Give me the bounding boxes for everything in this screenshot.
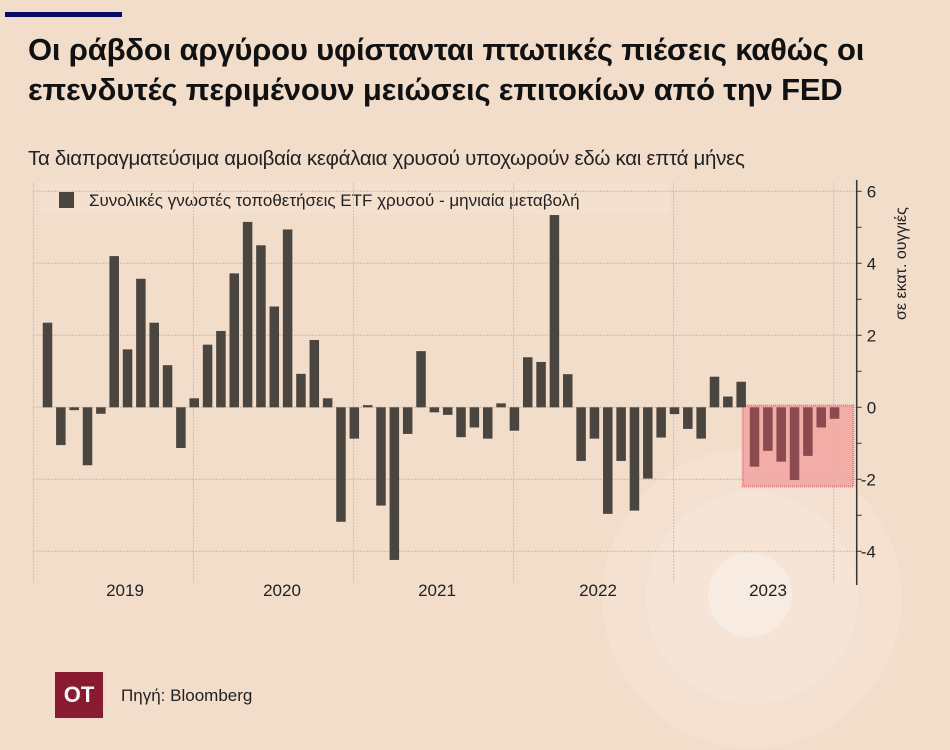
- decorative-circles: [602, 448, 902, 748]
- bar: [776, 407, 786, 462]
- bar: [442, 407, 453, 415]
- x-tick-label: 2019: [106, 581, 144, 600]
- bar: [549, 215, 560, 408]
- x-axis: 2019 2020 2021 2022 2023: [106, 581, 787, 600]
- legend-background: [40, 183, 670, 214]
- bar: [656, 407, 666, 438]
- bar: [469, 407, 480, 428]
- x-tick-label: 2021: [418, 581, 456, 600]
- bar: [576, 407, 586, 461]
- chart-title: Οι ράβδοι αργύρου υφίστανται πτωτικές πι…: [28, 32, 865, 107]
- bar: [189, 398, 199, 408]
- y-tick-label: 2: [867, 326, 876, 345]
- bar: [42, 322, 53, 408]
- bar: [629, 407, 640, 511]
- bar: [509, 407, 520, 431]
- bar: [696, 407, 706, 439]
- bar: [336, 407, 346, 522]
- x-tick-label: 2023: [749, 581, 787, 600]
- bar: [763, 407, 773, 451]
- y-tick-label: -2: [861, 470, 876, 489]
- bar: [389, 407, 400, 560]
- bar: [256, 245, 266, 408]
- bar: [202, 344, 213, 408]
- legend-label: Συνολικές γνωστές τοποθετήσεις ETF χρυσο…: [89, 191, 580, 210]
- legend-swatch: [59, 192, 74, 208]
- bar: [229, 273, 240, 408]
- bar: [176, 407, 186, 448]
- bar: [216, 330, 226, 408]
- bar: [162, 365, 173, 408]
- bar: [322, 398, 333, 408]
- bar: [749, 407, 760, 467]
- bar: [589, 407, 600, 439]
- bars: [42, 215, 840, 560]
- chart-subtitle: Τα διαπραγματεύσιμα αμοιβαία κεφάλαια χρ…: [28, 147, 745, 170]
- bar: [136, 278, 146, 408]
- bar: [109, 256, 119, 408]
- y-tick-label: -4: [861, 542, 876, 561]
- bar: [362, 405, 373, 408]
- accent-line: [5, 12, 122, 17]
- bar: [669, 407, 680, 415]
- bar: [282, 229, 293, 408]
- brand-logo: OT: [55, 672, 103, 718]
- bar: [416, 351, 426, 408]
- y-tick-label: 4: [867, 254, 876, 273]
- bar: [429, 407, 440, 413]
- y-axis-label: σε εκατ. ουγγιές: [893, 207, 910, 320]
- bar: [816, 407, 826, 428]
- bar: [709, 376, 720, 408]
- bar: [616, 407, 626, 461]
- bar: [789, 407, 800, 481]
- y-axis: 6 4 2 0 -2 -4: [855, 180, 876, 585]
- bar: [603, 407, 613, 514]
- x-tick-label: 2020: [263, 581, 301, 600]
- source-text: Πηγή: Bloomberg: [121, 686, 253, 705]
- bar: [563, 374, 573, 408]
- bar: [683, 407, 693, 429]
- bar: [96, 407, 106, 414]
- grid: [32, 183, 857, 583]
- bar: [643, 407, 653, 479]
- bar: [723, 396, 733, 408]
- bar: [296, 373, 306, 408]
- bar: [376, 407, 386, 506]
- bar: [349, 407, 360, 439]
- bar: [309, 339, 320, 408]
- bar: [829, 407, 840, 419]
- bar: [122, 349, 133, 408]
- bar: [82, 407, 93, 466]
- bar: [536, 361, 546, 408]
- bar: [56, 407, 66, 446]
- bar: [242, 221, 253, 408]
- legend: Συνολικές γνωστές τοποθετήσεις ETF χρυσο…: [40, 183, 670, 214]
- bar: [149, 322, 159, 408]
- bar: [803, 407, 813, 456]
- y-tick-label: 0: [867, 398, 876, 417]
- bar: [269, 306, 280, 408]
- y-tick-label: 6: [867, 182, 876, 201]
- x-tick-label: 2022: [579, 581, 617, 600]
- bar: [482, 407, 493, 439]
- bar: [402, 407, 413, 434]
- bar: [69, 407, 79, 411]
- bar: [522, 357, 533, 408]
- bar: [496, 403, 506, 408]
- bar: [456, 407, 466, 438]
- bar: [736, 381, 746, 408]
